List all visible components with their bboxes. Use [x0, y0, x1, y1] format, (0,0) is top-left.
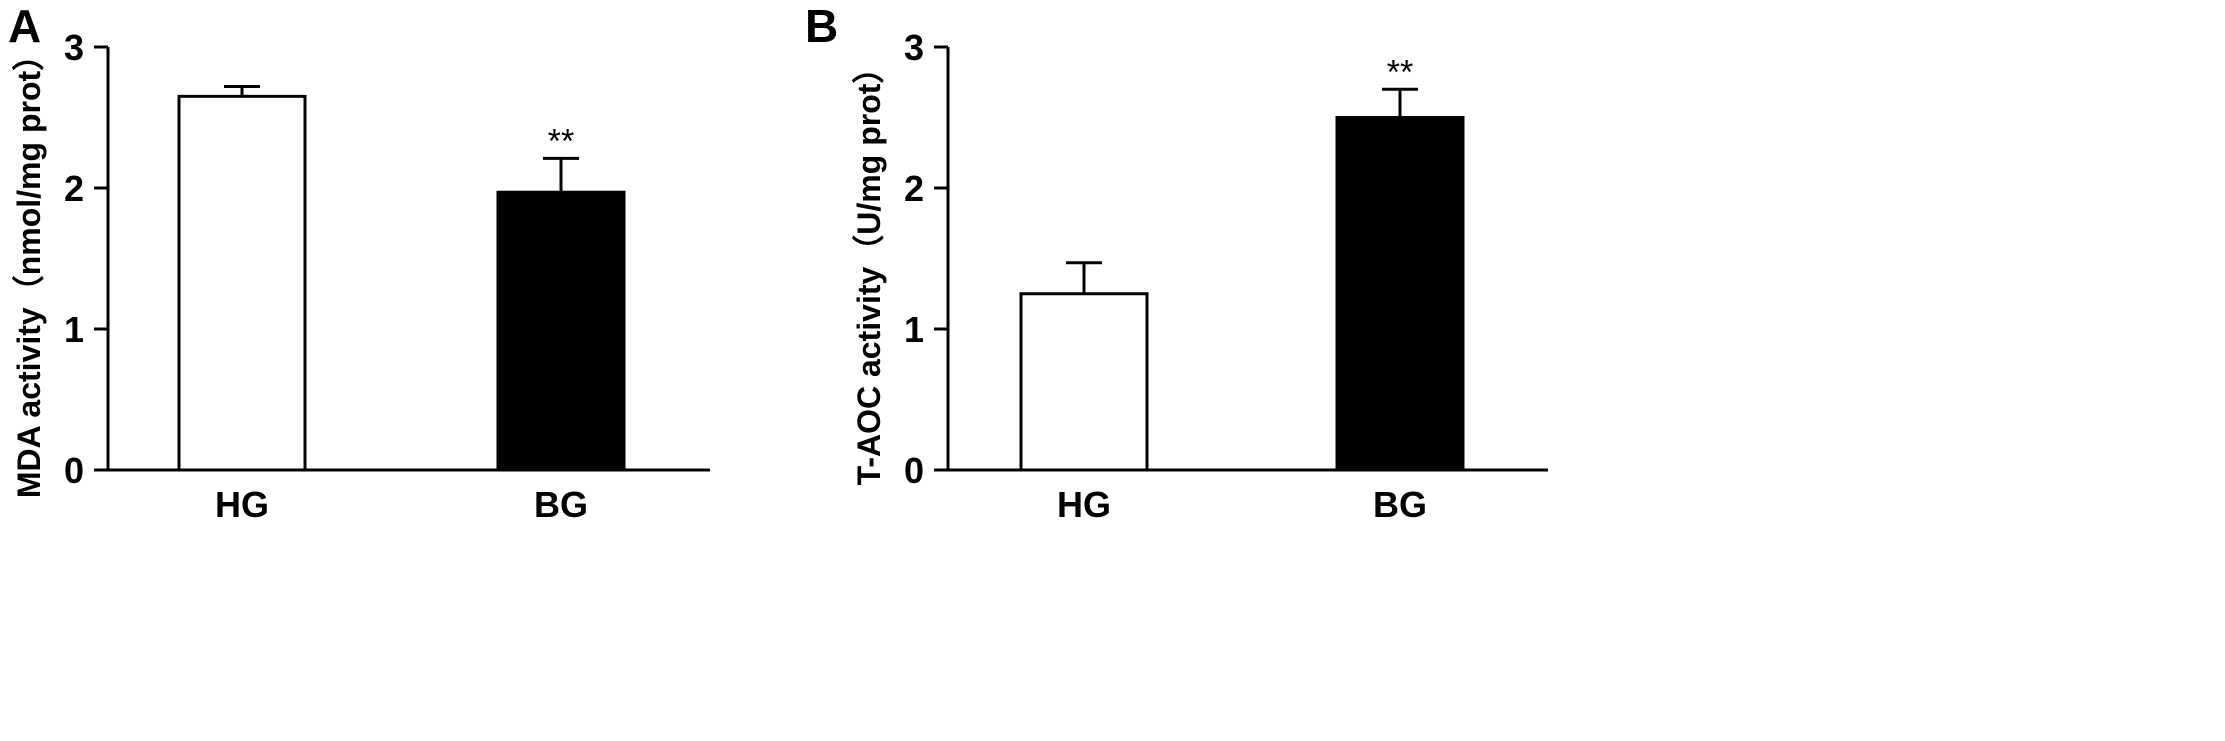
y-tick-label: 2: [904, 168, 924, 209]
y-tick-label: 3: [904, 27, 924, 68]
bar-bg: [1335, 116, 1465, 472]
bar-hg: [1019, 292, 1149, 472]
y-tick-label: 0: [904, 450, 924, 491]
y-axis-title: MDA activity（nmol/mg prot）: [11, 39, 47, 498]
significance-label: **: [1387, 53, 1413, 91]
y-tick-label: 3: [64, 27, 84, 68]
y-tick-label: 0: [64, 450, 84, 491]
y-tick-label: 1: [904, 309, 924, 350]
chart-panel-b: B 0 1 2 3 T-AOC activity（U/mg prot） HG BG **: [805, 0, 1548, 525]
x-tick-label-bg: BG: [534, 484, 588, 525]
x-tick-label-bg: BG: [1373, 484, 1427, 525]
y-axis-title: T-AOC activity（U/mg prot）: [851, 52, 887, 486]
significance-label: **: [548, 122, 574, 160]
y-tick-label: 2: [64, 168, 84, 209]
x-tick-label-hg: HG: [215, 484, 269, 525]
x-tick-label-hg: HG: [1057, 484, 1111, 525]
bar-bg: [496, 190, 626, 472]
y-tick-label: 1: [64, 309, 84, 350]
chart-panel-a: A 0 1 2 3 MDA activity（nmol/mg prot） HG BG **: [8, 0, 710, 525]
panel-letter: B: [805, 0, 838, 52]
bar-hg: [177, 94, 307, 472]
panel-letter: A: [8, 0, 41, 52]
